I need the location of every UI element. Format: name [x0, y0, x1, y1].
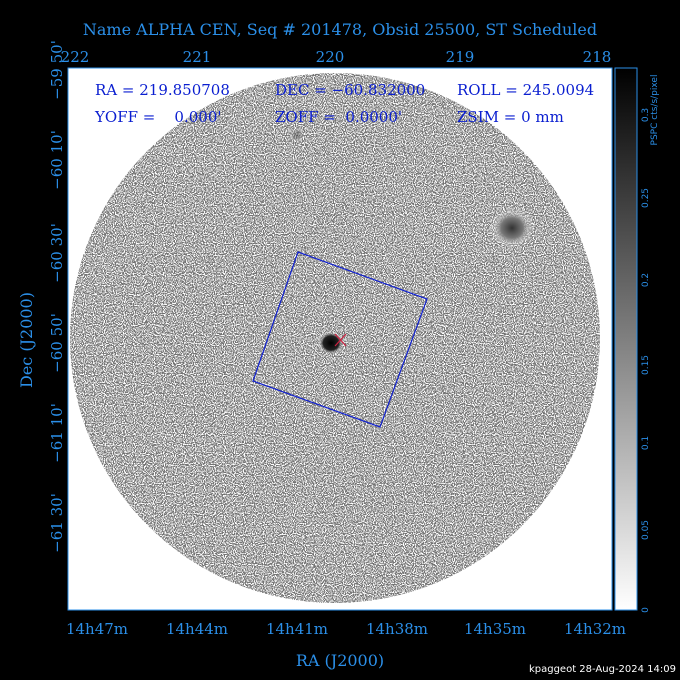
info-text: DEC = −60.832000 [275, 81, 425, 99]
info-text: ZOFF = 0.0000' [275, 108, 402, 126]
bottom-tick-label: 14h41m [266, 620, 328, 638]
colorbar-tick-label: 0.05 [641, 520, 651, 540]
colorbar-tick-label: 0.3 [641, 108, 651, 122]
x-ray-source [290, 128, 304, 142]
info-text: YOFF = 0.000' [94, 108, 222, 126]
colorbar-tick-label: 0 [641, 607, 651, 613]
colorbar-label: PSPC cts/s/pixel [650, 75, 660, 146]
left-tick-label: −60 30' [48, 223, 66, 283]
top-tick-label: 218 [583, 48, 612, 66]
info-text: ROLL = 245.0094 [457, 81, 594, 99]
bottom-tick-label: 14h47m [66, 620, 128, 638]
info-text: ZSIM = 0 mm [457, 108, 564, 126]
left-tick-label: −59 50' [48, 40, 66, 100]
left-tick-label: −60 50' [48, 313, 66, 373]
footer: kpaggeot 28-Aug-2024 14:09 [529, 664, 676, 675]
bottom-axis-label: RA (J2000) [296, 651, 384, 670]
left-tick-label: −60 10' [48, 130, 66, 190]
colorbar-tick-label: 0.15 [641, 355, 651, 375]
top-tick-label: 219 [446, 48, 475, 66]
bottom-tick-label: 14h44m [166, 620, 228, 638]
bottom-tick-label: 14h32m [564, 620, 626, 638]
colorbar-tick-label: 0.25 [641, 188, 651, 208]
colorbar-tick-label: 0.2 [641, 273, 651, 287]
left-tick-label: −61 10' [48, 403, 66, 463]
colorbar-tick-label: 0.1 [641, 436, 651, 450]
field-box [252, 251, 428, 428]
info-text: RA = 219.850708 [95, 81, 230, 99]
colorbar [614, 67, 638, 611]
x-ray-source [490, 208, 534, 248]
title: Name ALPHA CEN, Seq # 201478, Obsid 2550… [83, 20, 597, 39]
left-axis-label: Dec (J2000) [17, 292, 36, 388]
left-tick-label: −61 30' [48, 493, 66, 553]
bottom-tick-label: 14h35m [464, 620, 526, 638]
target-marker [334, 333, 347, 347]
top-tick-label: 220 [316, 48, 345, 66]
x-ray-source [318, 331, 344, 355]
top-tick-label: 222 [61, 48, 90, 66]
top-tick-label: 221 [183, 48, 212, 66]
bottom-tick-label: 14h38m [366, 620, 428, 638]
